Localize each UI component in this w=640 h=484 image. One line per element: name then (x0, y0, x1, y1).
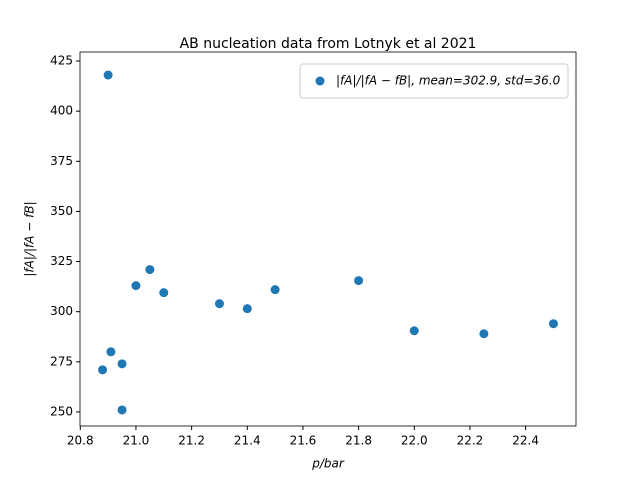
chart-title: AB nucleation data from Lotnyk et al 202… (180, 36, 477, 52)
x-tick-label: 22.2 (457, 434, 484, 448)
point (131, 281, 141, 291)
x-tick-label: 21.2 (178, 434, 205, 448)
x-tick-label: 22.0 (401, 434, 428, 448)
legend-box (299, 63, 569, 99)
point (548, 319, 558, 329)
y-tick-label: 400 (50, 104, 73, 118)
legend-marker (315, 76, 325, 86)
point (98, 365, 108, 375)
x-tick-label: 20.8 (67, 434, 94, 448)
x-tick-label: 21.0 (123, 434, 150, 448)
point (106, 347, 116, 357)
y-tick-label: 250 (50, 404, 73, 418)
y-tick-label: 325 (50, 254, 73, 268)
y-axis-label: |fA|/|fA − fB| (23, 201, 37, 276)
y-tick-label: 350 (50, 204, 73, 218)
plot-frame (79, 51, 577, 427)
point (242, 304, 252, 314)
x-tick-label: 21.4 (234, 434, 261, 448)
x-axis-label: p/bar (311, 457, 345, 471)
point (270, 285, 280, 295)
point (214, 299, 224, 309)
x-tick-label: 22.4 (512, 434, 539, 448)
point (145, 265, 155, 275)
point (117, 405, 127, 415)
y-tick-label: 300 (50, 304, 73, 318)
y-tick-label: 425 (50, 54, 73, 68)
point (159, 288, 169, 298)
point (409, 326, 419, 336)
point (103, 70, 113, 80)
point (354, 276, 364, 286)
x-tick-label: 21.6 (290, 434, 317, 448)
y-tick-label: 275 (50, 354, 73, 368)
point (117, 359, 127, 369)
x-tick-label: 21.8 (345, 434, 372, 448)
y-tick-label: 375 (50, 154, 73, 168)
legend-label: |fA|/|fA − fB|, mean=302.9, std=36.0 (336, 74, 561, 88)
point (479, 329, 489, 339)
